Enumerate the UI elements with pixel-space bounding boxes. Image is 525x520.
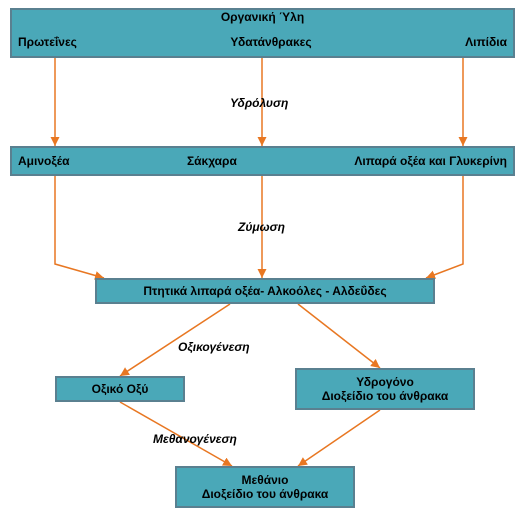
- stage-label-hydrolysis: Υδρόλυση: [230, 96, 288, 110]
- node-hydrolysis-products: Αμινοξέα Σάκχαρα Λιπαρά οξέα και Γλυκερί…: [10, 146, 515, 176]
- node-col: Υδατάνθρακες: [230, 35, 311, 49]
- node-col: Λιπαρά οξέα και Γλυκερίνη: [354, 154, 507, 168]
- flow-arrow: [426, 176, 463, 278]
- node-methane-co2: Μεθάνιο Διοξείδιο του άνθρακα: [175, 466, 355, 508]
- node-hydrogen-co2: Υδρογόνο Διοξείδιο του άνθρακα: [295, 368, 475, 410]
- node-acetic-acid: Οξικό Οξύ: [55, 376, 185, 402]
- diagram-canvas: Οργανική Ύλη Πρωτεΐνες Υδατάνθρακες Λιπί…: [0, 0, 525, 520]
- node-text: Οξικό Οξύ: [92, 382, 149, 396]
- node-fermentation-products: Πτητικά λιπαρά οξέα- Αλκοόλες - Αλδεΰδες: [95, 278, 435, 304]
- node-organic-matter: Οργανική Ύλη Πρωτεΐνες Υδατάνθρακες Λιπί…: [10, 8, 515, 58]
- node-col: Αμινοξέα: [18, 154, 69, 168]
- node-line: Διοξείδιο του άνθρακα: [322, 389, 449, 403]
- node-title: Οργανική Ύλη: [221, 10, 304, 24]
- node-line: Υδρογόνο: [356, 375, 414, 389]
- stage-label-methanogenesis: Μεθανογένεση: [153, 432, 237, 446]
- node-col: Πρωτεΐνες: [18, 35, 77, 49]
- flow-arrow: [298, 304, 380, 368]
- node-col: Λιπίδια: [465, 35, 507, 49]
- node-col: Σάκχαρα: [187, 154, 237, 168]
- node-line: Μεθάνιο: [242, 473, 289, 487]
- flow-arrow: [298, 410, 380, 466]
- node-line: Διοξείδιο του άνθρακα: [202, 487, 329, 501]
- flow-arrow: [55, 176, 104, 278]
- node-text: Πτητικά λιπαρά οξέα- Αλκοόλες - Αλδεΰδες: [143, 284, 386, 298]
- arrows-layer: [0, 0, 525, 520]
- stage-label-fermentation: Ζύμωση: [238, 220, 285, 234]
- stage-label-acetogenesis: Οξικογένεση: [178, 340, 250, 354]
